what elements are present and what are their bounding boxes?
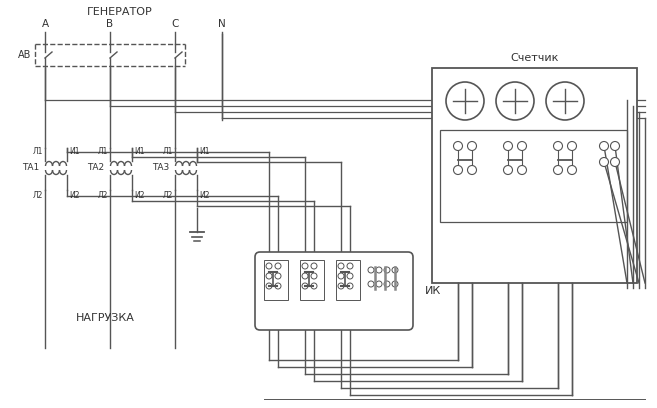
Circle shape: [392, 281, 398, 287]
Circle shape: [599, 157, 608, 166]
Text: АВ: АВ: [18, 50, 31, 60]
Circle shape: [275, 283, 281, 289]
Circle shape: [610, 157, 620, 166]
Text: ТА3: ТА3: [152, 164, 169, 173]
Circle shape: [338, 263, 344, 269]
Text: НАГРУЗКА: НАГРУЗКА: [76, 313, 135, 323]
Circle shape: [599, 142, 608, 151]
Text: С: С: [171, 19, 179, 29]
Text: ИК: ИК: [425, 286, 442, 296]
Circle shape: [376, 281, 382, 287]
Circle shape: [347, 263, 353, 269]
Circle shape: [384, 267, 390, 273]
Circle shape: [311, 263, 317, 269]
Bar: [336, 260, 360, 300]
Text: ТА2: ТА2: [87, 164, 104, 173]
Text: Л1: Л1: [98, 146, 108, 155]
Circle shape: [518, 142, 526, 151]
Circle shape: [347, 273, 353, 279]
Circle shape: [568, 166, 576, 175]
Text: N: N: [218, 19, 226, 29]
Text: И1: И1: [199, 146, 210, 155]
Circle shape: [446, 82, 484, 120]
Circle shape: [376, 267, 382, 273]
Circle shape: [302, 273, 308, 279]
Circle shape: [503, 166, 512, 175]
Circle shape: [553, 166, 562, 175]
Text: И1: И1: [69, 146, 79, 155]
Text: Л2: Л2: [98, 191, 108, 200]
Circle shape: [311, 273, 317, 279]
Text: ГЕНЕРАТОР: ГЕНЕРАТОР: [87, 7, 153, 17]
Circle shape: [275, 263, 281, 269]
Circle shape: [453, 142, 463, 151]
Text: И2: И2: [134, 191, 145, 200]
Text: Счетчик: Счетчик: [510, 53, 558, 63]
Circle shape: [311, 283, 317, 289]
Circle shape: [302, 283, 308, 289]
Text: Л2: Л2: [163, 191, 173, 200]
Text: В: В: [106, 19, 114, 29]
Circle shape: [338, 283, 344, 289]
Text: Л1: Л1: [163, 146, 173, 155]
Circle shape: [503, 142, 512, 151]
Circle shape: [496, 82, 534, 120]
Text: Л2: Л2: [33, 191, 43, 200]
Bar: [300, 260, 324, 300]
Circle shape: [568, 142, 576, 151]
Circle shape: [518, 166, 526, 175]
Circle shape: [546, 82, 584, 120]
Text: ТА1: ТА1: [22, 164, 39, 173]
Circle shape: [384, 281, 390, 287]
Text: А: А: [41, 19, 49, 29]
Circle shape: [368, 267, 374, 273]
Bar: [432, 68, 637, 283]
Circle shape: [266, 283, 272, 289]
Circle shape: [553, 142, 562, 151]
Circle shape: [468, 166, 476, 175]
Text: И2: И2: [69, 191, 79, 200]
FancyBboxPatch shape: [255, 252, 413, 330]
Circle shape: [610, 142, 620, 151]
Bar: [264, 260, 288, 300]
Circle shape: [266, 263, 272, 269]
Circle shape: [368, 281, 374, 287]
Circle shape: [392, 267, 398, 273]
Circle shape: [275, 273, 281, 279]
Circle shape: [347, 283, 353, 289]
Text: Л1: Л1: [33, 146, 43, 155]
Circle shape: [453, 166, 463, 175]
Bar: [440, 130, 627, 222]
Circle shape: [302, 263, 308, 269]
Text: И2: И2: [199, 191, 210, 200]
Circle shape: [266, 273, 272, 279]
Circle shape: [338, 273, 344, 279]
Text: И1: И1: [134, 146, 145, 155]
Circle shape: [468, 142, 476, 151]
